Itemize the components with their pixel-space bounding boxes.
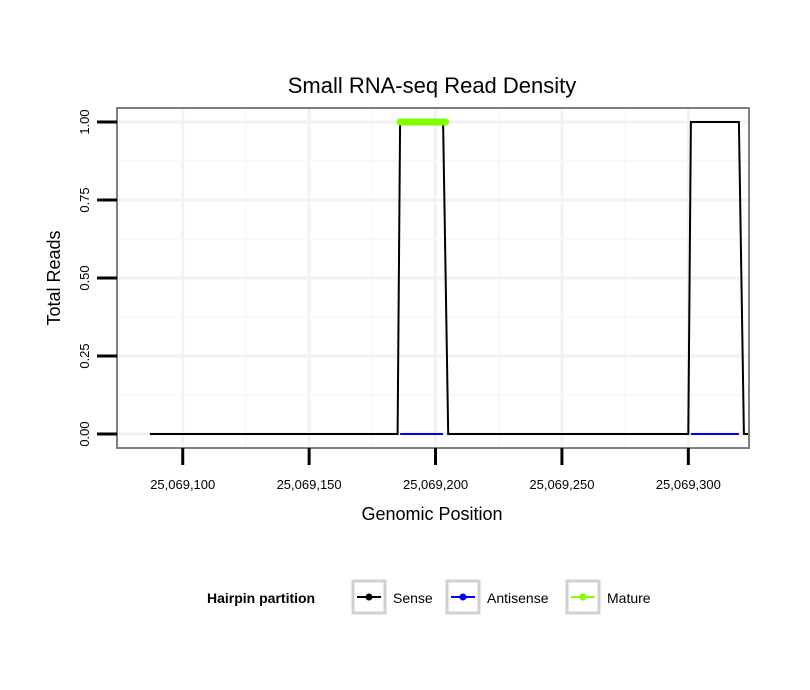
legend-title: Hairpin partition	[207, 590, 315, 606]
y-tick-label: 0.75	[77, 187, 92, 212]
legend-label-antisense: Antisense	[487, 590, 549, 606]
legend-label-mature: Mature	[607, 590, 651, 606]
y-tick-label: 0.50	[77, 265, 92, 290]
legend-label-sense: Sense	[393, 590, 433, 606]
x-tick-label: 25,069,150	[277, 477, 342, 492]
y-tick-label: 1.00	[77, 109, 92, 134]
legend-key-point-sense	[365, 593, 373, 601]
legend: Hairpin partition Sense Antisense Mature	[207, 579, 651, 615]
x-axis: 25,069,100 25,069,150 25,069,200 25,069,250…	[150, 448, 721, 492]
y-tick-label: 0.25	[77, 343, 92, 368]
data-series	[149, 118, 749, 435]
legend-key-point-mature	[579, 593, 587, 601]
x-tick-label: 25,069,300	[656, 477, 721, 492]
chart-title: Small RNA-seq Read Density	[288, 73, 577, 98]
legend-key-point-antisense	[459, 593, 467, 601]
x-tick-label: 25,069,200	[403, 477, 468, 492]
legend-entries: Sense Antisense Mature	[351, 579, 651, 615]
y-tick-label: 0.00	[77, 421, 92, 446]
y-axis: 0.00 0.25 0.50 0.75 1.00	[77, 109, 117, 447]
y-axis-title: Total Reads	[44, 230, 64, 325]
x-axis-title: Genomic Position	[361, 504, 502, 524]
sense-series-line	[149, 121, 749, 435]
x-tick-label: 25,069,250	[529, 477, 594, 492]
grid-lines	[117, 108, 749, 448]
x-tick-label: 25,069,100	[150, 477, 215, 492]
